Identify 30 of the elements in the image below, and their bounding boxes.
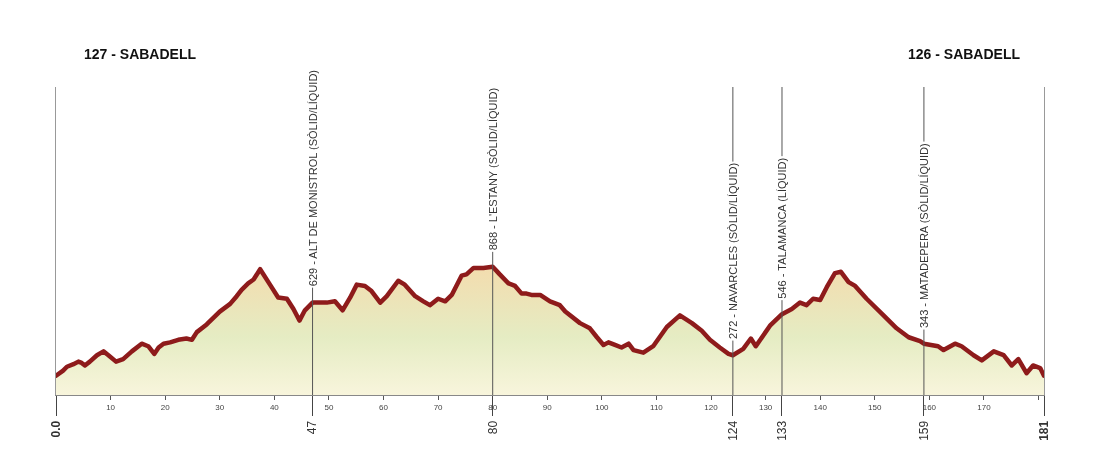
x2-tick-label: 47 [305,420,320,435]
x2-tick-label: 133 [774,420,789,441]
x2-tick-label: 0.0 [48,420,63,438]
x-tick-label: 140 [813,402,828,412]
x-tick-label: 100 [595,402,610,412]
x2-tick-label: 124 [725,420,740,441]
x-tick-label: 160 [922,402,937,412]
x2-tick-label: 159 [916,420,931,441]
ref-line-label: 272 - NAVARCLES (SÒLID/LÍQUID) [726,162,739,340]
x-tick-label: 40 [269,402,280,412]
x-tick-label: 30 [215,402,225,412]
ref-line-label: 868 - L'ESTANY (SÒLID/LÍQUID) [487,87,500,251]
x-tick-label: 90 [542,402,553,412]
x-tick-label: 120 [704,402,719,412]
x-tick-label: 50 [324,402,334,412]
x-tick-label: 70 [433,402,444,412]
ref-line-label: 546 - TALAMANCA (LÍQUID) [776,157,789,299]
x-tick-label: 130 [758,402,773,412]
x2-tick-label: 181 [1036,420,1051,441]
x-tick-label: 20 [160,402,171,412]
ref-line-label: 343 - MATADEPERA (SÒLID/LÍQUID) [917,143,930,329]
x-tick-label: 170 [977,402,992,412]
text: 126 - SABADELL [908,46,1021,62]
x-tick-label: 110 [650,402,664,412]
x2-tick-label: 80 [485,420,500,435]
x-tick-label: 10 [106,402,116,412]
x-tick-label: 150 [868,402,882,412]
ref-line-label: 629 - ALT DE MONISTROL (SÒLID/LÍQUID) [306,69,319,287]
x-tick-label: 60 [379,402,389,412]
text: 127 - SABADELL [84,46,197,62]
